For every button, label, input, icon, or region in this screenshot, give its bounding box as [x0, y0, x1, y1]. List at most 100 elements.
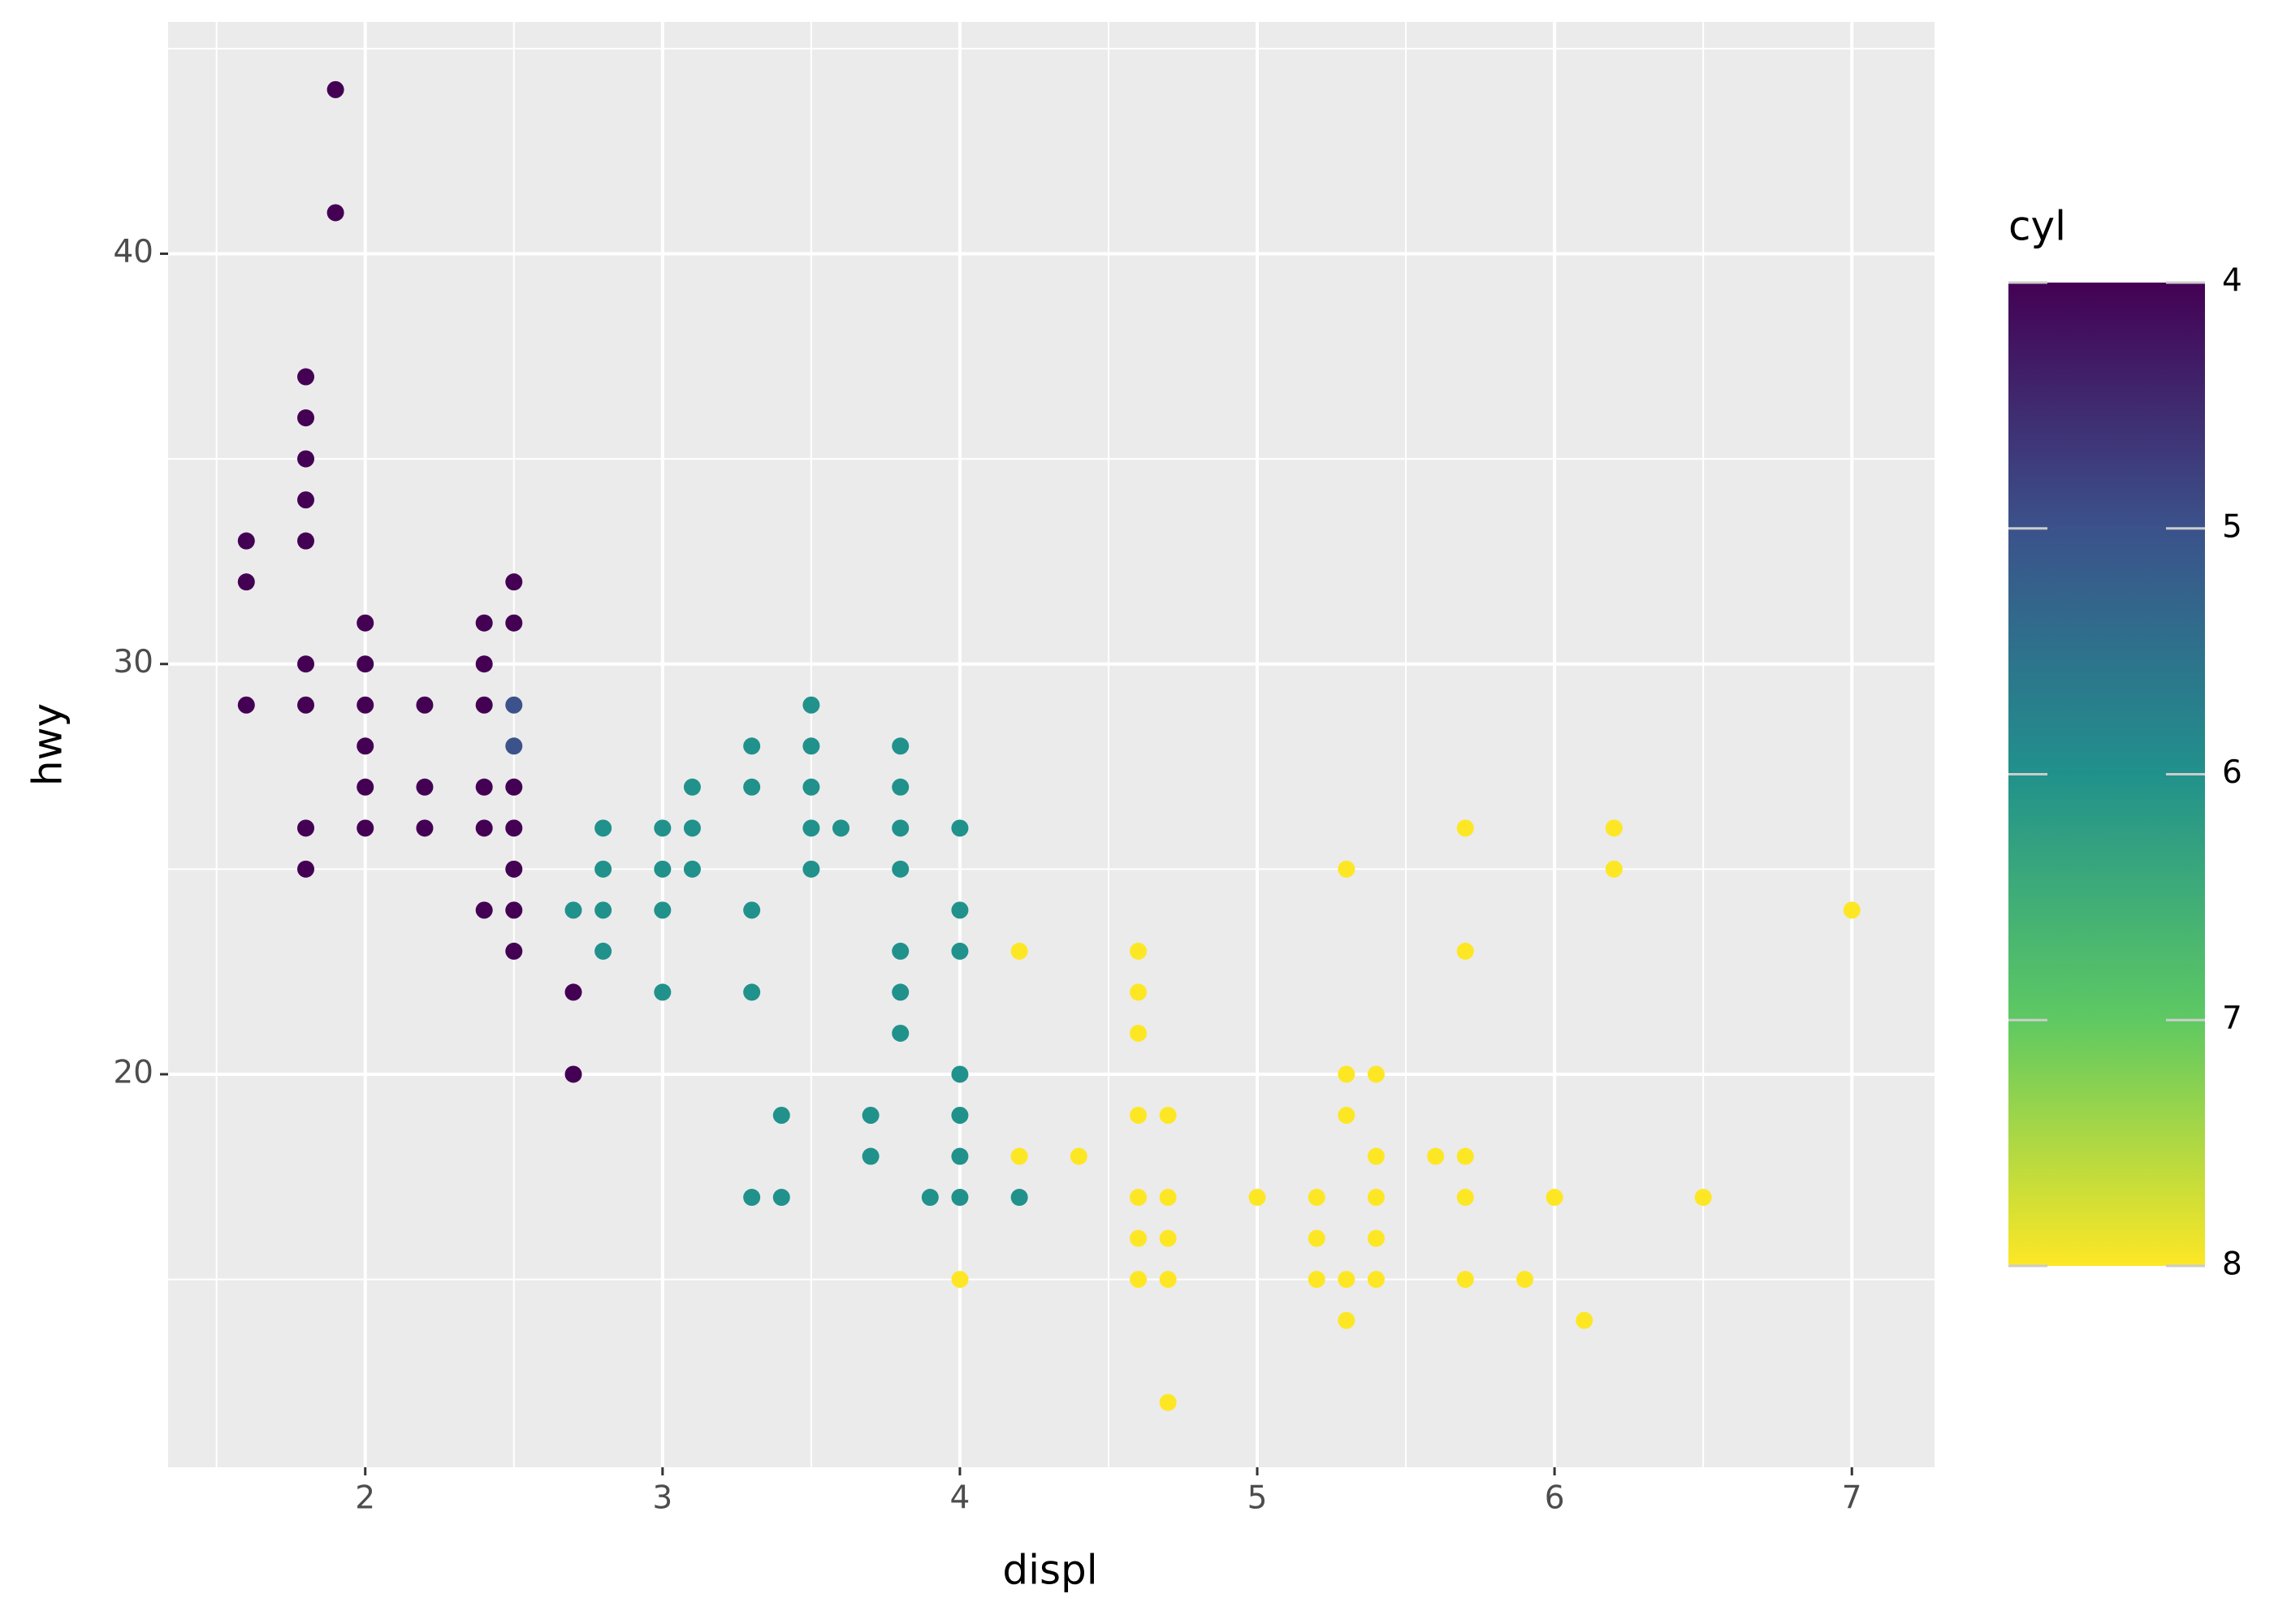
point [654, 819, 672, 837]
point [1338, 1106, 1355, 1124]
point [743, 778, 761, 796]
point [951, 819, 969, 837]
point [1546, 1189, 1563, 1207]
point [951, 901, 969, 919]
point [743, 1189, 761, 1207]
x-tick-label: 4 [950, 1480, 971, 1517]
point [1456, 1147, 1474, 1165]
x-axis-title: displ [1002, 1547, 1097, 1594]
point [1605, 860, 1623, 878]
point [1367, 1189, 1385, 1207]
point [1456, 942, 1474, 960]
point [297, 491, 315, 509]
point [951, 942, 969, 960]
point [297, 450, 315, 468]
y-tick-label: 20 [113, 1054, 153, 1091]
point [951, 1271, 969, 1289]
point [475, 819, 493, 837]
point [1367, 1271, 1385, 1289]
point [1338, 1065, 1355, 1083]
x-tick-label: 3 [652, 1480, 672, 1517]
point [892, 737, 910, 755]
point [951, 1106, 969, 1124]
point [1130, 1229, 1148, 1247]
point [772, 1189, 790, 1207]
point [683, 819, 701, 837]
point [594, 860, 612, 878]
point [951, 1065, 969, 1083]
legend-title: cyl [2008, 203, 2066, 250]
point [237, 696, 255, 714]
point [1010, 942, 1028, 960]
point [297, 655, 315, 673]
colorbar-tick-label: 7 [2222, 1000, 2242, 1037]
point [297, 368, 315, 386]
point [357, 655, 374, 673]
point [297, 696, 315, 714]
point [357, 819, 374, 837]
point [772, 1106, 790, 1124]
point [832, 819, 850, 837]
y-axis-title: hwy [24, 703, 71, 786]
point [1605, 819, 1623, 837]
point [1843, 901, 1861, 919]
x-tick-label: 6 [1545, 1480, 1565, 1517]
point [1130, 1106, 1148, 1124]
y-tick-label: 40 [113, 234, 153, 270]
point [505, 737, 523, 755]
point [802, 860, 820, 878]
point [594, 819, 612, 837]
point [357, 696, 374, 714]
point [1338, 860, 1355, 878]
point [1248, 1189, 1266, 1207]
point [475, 696, 493, 714]
point [1338, 1311, 1355, 1329]
point [1010, 1147, 1028, 1165]
x-tick-label: 5 [1247, 1480, 1268, 1517]
point [654, 860, 672, 878]
point [1427, 1147, 1445, 1165]
point [743, 737, 761, 755]
point [683, 860, 701, 878]
point [743, 901, 761, 919]
point [505, 573, 523, 591]
point [802, 819, 820, 837]
point [594, 942, 612, 960]
point [1159, 1229, 1177, 1247]
point [802, 778, 820, 796]
point [654, 901, 672, 919]
point [1456, 819, 1474, 837]
point [297, 532, 315, 550]
point [237, 573, 255, 591]
colorbar-tick-label: 8 [2222, 1246, 2242, 1283]
point [951, 1189, 969, 1207]
point [1130, 1271, 1148, 1289]
point [1070, 1147, 1087, 1165]
point [1367, 1065, 1385, 1083]
point [1308, 1271, 1325, 1289]
y-tick-label: 30 [113, 644, 153, 680]
point [505, 819, 523, 837]
point [802, 737, 820, 755]
colorbar-tick-label: 6 [2222, 754, 2242, 791]
x-tick-label: 2 [355, 1480, 375, 1517]
point [505, 860, 523, 878]
point [564, 983, 582, 1001]
point [743, 983, 761, 1001]
point [892, 1024, 910, 1042]
point [862, 1147, 880, 1165]
point [1694, 1189, 1712, 1207]
point [1010, 1189, 1028, 1207]
point [1130, 1024, 1148, 1042]
point [892, 942, 910, 960]
point [1308, 1229, 1325, 1247]
point [475, 901, 493, 919]
point [505, 614, 523, 632]
point [564, 901, 582, 919]
point [892, 860, 910, 878]
point [1159, 1271, 1177, 1289]
point [297, 860, 315, 878]
colorbar-tick-label: 5 [2222, 508, 2242, 545]
point [505, 696, 523, 714]
point [1159, 1189, 1177, 1207]
